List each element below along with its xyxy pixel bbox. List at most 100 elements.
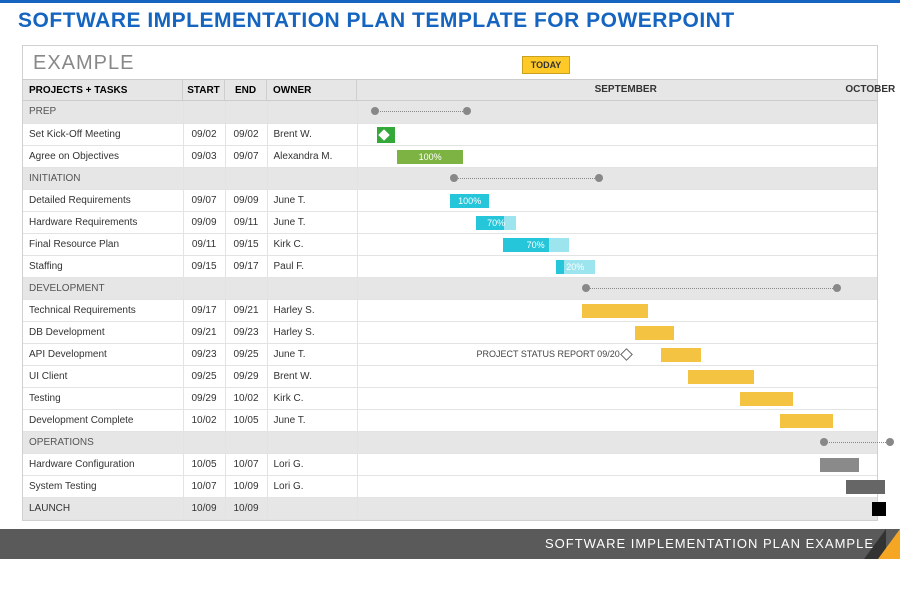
gantt-bar [661,348,701,362]
task-chart-cell [357,409,877,431]
task-start [183,431,225,453]
task-start: 09/25 [183,365,225,387]
task-name: API Development [23,343,183,365]
task-owner: Brent W. [267,123,357,145]
task-start: 09/07 [183,189,225,211]
task-start: 10/02 [183,409,225,431]
task-owner [267,101,357,123]
task-name: OPERATIONS [23,431,183,453]
task-chart-cell [357,453,877,475]
gantt-bar [780,414,833,428]
row-group: INITIATION [23,167,877,189]
gantt-bar [820,458,860,472]
task-start: 09/09 [183,211,225,233]
gantt-bar [582,304,648,318]
task-chart-cell [357,365,877,387]
task-end [225,167,267,189]
task-chart-cell: PROJECT STATUS REPORT 09/20 [357,343,877,365]
task-end: 09/02 [225,123,267,145]
row-task: Hardware Configuration10/0510/07Lori G. [23,453,877,475]
task-start [183,167,225,189]
task-end: 10/09 [225,497,267,519]
task-end: 09/17 [225,255,267,277]
task-chart-cell [357,123,877,145]
row-task: DB Development09/2109/23Harley S. [23,321,877,343]
task-chart-cell: 70% [357,233,877,255]
gantt-bar [740,392,793,406]
task-start: 09/21 [183,321,225,343]
group-span-line [824,442,890,443]
task-end: 10/02 [225,387,267,409]
task-chart-cell [357,101,877,123]
gantt-body: PREPSet Kick-Off Meeting09/0209/02Brent … [23,101,877,520]
task-chart-cell: 100% [357,145,877,167]
group-start-dot [582,284,590,292]
gantt-bar: 70% [503,238,569,252]
task-chart-cell [357,497,877,519]
row-task: Hardware Requirements09/0909/11June T.70… [23,211,877,233]
task-start: 10/09 [183,497,225,519]
task-owner: Lori G. [267,475,357,497]
task-name: LAUNCH [23,497,183,519]
task-start [183,101,225,123]
task-chart-cell [357,475,877,497]
task-chart-cell: 20% [357,255,877,277]
task-name: Hardware Configuration [23,453,183,475]
month-september: SEPTEMBER [595,84,657,95]
task-chart-cell: 100% [357,189,877,211]
group-span-line [586,288,837,289]
task-owner: June T. [267,189,357,211]
task-name: Set Kick-Off Meeting [23,123,183,145]
gantt-bar: 70% [476,216,516,230]
header-timeline: TODAY SEPTEMBER OCTOBER [357,80,877,100]
row-launch: LAUNCH10/0910/09 [23,497,877,519]
group-end-dot [463,107,471,115]
month-october: OCTOBER [845,84,895,95]
task-chart-cell [357,167,877,189]
task-start: 10/05 [183,453,225,475]
task-owner: Alexandra M. [267,145,357,167]
task-name: System Testing [23,475,183,497]
group-end-dot [595,174,603,182]
gantt-table: PREPSet Kick-Off Meeting09/0209/02Brent … [23,101,877,520]
task-end: 09/15 [225,233,267,255]
task-name: Final Resource Plan [23,233,183,255]
task-owner: Harley S. [267,299,357,321]
task-name: INITIATION [23,167,183,189]
gantt-bar [635,326,675,340]
task-owner [267,167,357,189]
task-owner: June T. [267,211,357,233]
task-owner [267,277,357,299]
task-name: UI Client [23,365,183,387]
row-task: Technical Requirements09/1709/21Harley S… [23,299,877,321]
row-task: Development Complete10/0210/05June T. [23,409,877,431]
task-start: 09/17 [183,299,225,321]
today-flag: TODAY [522,56,571,74]
task-start: 09/02 [183,123,225,145]
row-task: System Testing10/0710/09Lori G. [23,475,877,497]
launch-marker [872,502,886,516]
task-owner: June T. [267,343,357,365]
task-start: 09/11 [183,233,225,255]
task-owner: June T. [267,409,357,431]
task-start: 09/29 [183,387,225,409]
task-name: Agree on Objectives [23,145,183,167]
row-task: API Development09/2309/25June T.PROJECT … [23,343,877,365]
task-end [225,431,267,453]
task-end: 09/21 [225,299,267,321]
task-owner: Lori G. [267,453,357,475]
task-owner: Kirk C. [267,233,357,255]
task-owner [267,497,357,519]
group-start-dot [450,174,458,182]
task-end: 09/25 [225,343,267,365]
header-tasks: PROJECTS + TASKS [23,80,183,100]
task-chart-cell [357,277,877,299]
gantt-bar [688,370,754,384]
example-label: EXAMPLE [23,46,877,79]
row-task: Detailed Requirements09/0709/09June T.10… [23,189,877,211]
row-task: Agree on Objectives09/0309/07Alexandra M… [23,145,877,167]
footer-text: SOFTWARE IMPLEMENTATION PLAN EXAMPLE [545,536,874,551]
row-milestone: Set Kick-Off Meeting09/0209/02Brent W. [23,123,877,145]
task-owner [267,431,357,453]
task-start: 10/07 [183,475,225,497]
